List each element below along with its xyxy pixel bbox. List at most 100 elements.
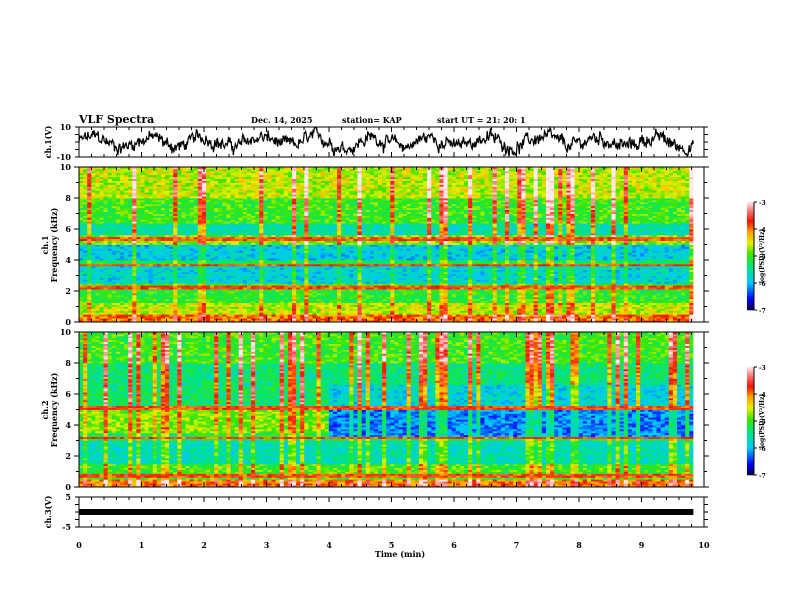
spectrogram-cell [689,316,694,319]
spectrogram-cell [558,294,563,298]
spectrogram-cell [328,314,334,317]
spectrogram-cell [169,316,174,319]
spectrogram-cell [689,287,694,290]
spectrogram-cell [165,300,170,304]
spectrogram-cell [586,318,592,321]
spectrogram-cell [566,304,571,307]
spectrogram-cell [251,281,256,284]
spectrogram-cell [148,306,154,309]
spectrogram-cell [406,316,412,319]
spectrogram-cell [365,308,371,311]
spectrogram-cell [341,273,346,276]
spectrogram-cell [115,285,121,288]
spectrogram-cell [545,281,551,284]
spectrogram-cell [521,294,526,298]
spectrogram-cell [185,294,190,298]
spectrogram-cell [685,306,690,309]
spectrogram-cell [226,300,231,304]
spectrogram-cell [201,296,207,300]
spectrogram-cell [464,316,469,319]
spectrogram-cell [119,308,125,311]
spectrogram-cell [423,302,428,305]
spectrogram-cell [627,277,633,280]
spectrogram-cell [595,273,600,276]
spectrogram-cell [283,289,289,292]
spectrogram-cell [79,310,84,313]
spectrogram-cell [484,298,489,302]
spectrogram-cell [496,277,502,280]
spectrogram-cell [664,285,670,288]
spectrogram-cell [689,275,694,278]
spectrogram-cell [230,320,236,323]
spectrogram-cell [504,292,510,296]
spectrogram-cell [451,283,457,286]
spectrogram-cell [386,296,391,300]
spectrogram-cell [369,320,375,323]
spectrogram-cell [418,285,424,288]
spectrogram-cell [259,318,264,321]
spectrogram-cell [128,302,133,305]
spectrogram-cell [193,304,199,307]
spectrogram-cell [193,316,199,319]
spectrogram-cell [107,292,113,296]
spectrogram-cell [468,318,473,321]
spectrogram-cell [304,292,309,296]
spectrogram-cell [394,287,399,290]
spectrogram-cell [341,287,346,290]
spectrogram-cell [308,304,313,307]
spectrogram-cell [418,287,424,290]
spectrogram-cell [99,277,104,280]
spectrogram-cell [177,314,182,317]
spectrogram-cell [234,314,240,317]
spectrogram-cell [472,294,477,298]
spectrogram-cell [533,294,539,298]
spectrogram-cell [226,277,231,280]
spectrogram-cell [504,287,510,290]
spectrogram-cell [328,312,334,315]
spectrogram-cell [132,314,137,317]
spectrogram-cell [537,294,543,298]
spectrogram-cell [337,287,342,290]
spectrogram-cell [218,285,223,288]
spectrogram-cell [320,318,326,321]
spectrogram-cell [230,273,236,276]
spectrogram-cell [156,318,162,321]
spectrogram-cell [590,294,596,298]
date-label: Dec. 14, 2025 [251,115,312,125]
spectrogram-cell [640,312,645,315]
spectrogram-cell [459,312,465,315]
spectrogram-cell [173,302,178,305]
spectrogram-cell [378,300,383,304]
spectrogram-cell [316,296,322,300]
spectrogram-cell [627,281,633,284]
spectrogram-cell [99,308,104,311]
spectrogram-cell [300,277,305,280]
spectrogram-cell [263,291,268,294]
spectrogram-cell [263,314,268,317]
spectrogram-cell [423,281,428,284]
spectrogram-cell [390,298,395,302]
spectrogram-cell [148,287,154,290]
spectrogram-cell [255,283,260,286]
spectrogram-cell [537,291,543,294]
spectrogram-cell [402,298,408,302]
spectrogram-cell [390,318,395,321]
spectrogram-cell [107,285,113,288]
spectrogram-cell [386,294,391,298]
spectrogram-cell [595,292,600,296]
spectrogram-cell [599,277,604,280]
spectrogram-cell [95,300,100,304]
spectrogram-cell [103,294,109,298]
spectrogram-cell [382,304,387,307]
spectrogram-cell [152,310,158,313]
spectrogram-cell [529,292,535,296]
spectrogram-cell [566,320,571,323]
spectrogram-cell [464,289,469,292]
spectrogram-cell [681,302,686,305]
spectrogram-cell [480,273,485,276]
spectrogram-cell [472,283,477,286]
spectrogram-cell [529,302,535,305]
spectrogram-cell [566,275,571,278]
spectrogram-cell [316,273,322,276]
spectrogram-cell [652,294,657,298]
